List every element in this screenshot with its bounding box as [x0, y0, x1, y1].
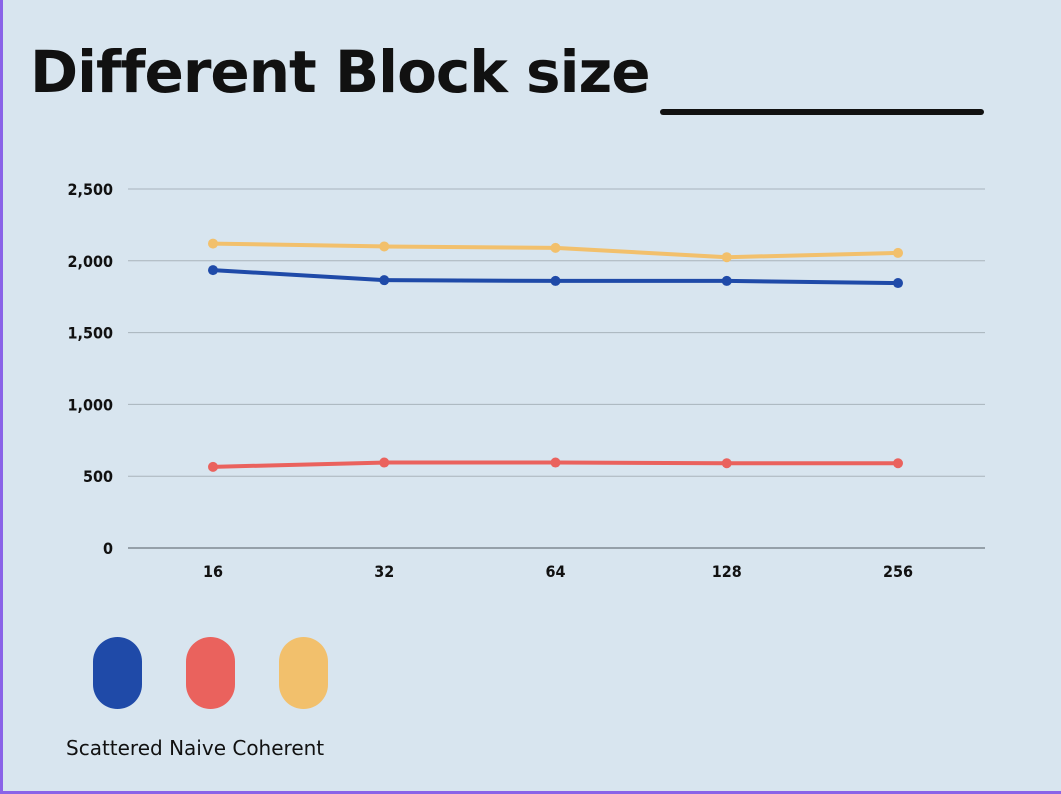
x-tick-label: 64 [545, 562, 565, 581]
chart-gridlines [128, 188, 985, 477]
line-chart: 2,500 2,000 1,500 1,000 500 0 16 32 64 128 256 [67, 180, 985, 581]
y-tick-label: 2,500 [67, 180, 113, 199]
data-point-naive [550, 457, 561, 468]
y-tick-label: 2,000 [67, 252, 113, 271]
chart-axes: 2,500 2,000 1,500 1,000 500 0 16 32 64 128 256 [67, 180, 985, 581]
data-point-scattered [893, 278, 903, 289]
legend-swatch-scattered [93, 637, 142, 709]
legend-label-coherent: Coherent [232, 736, 325, 760]
data-point-naive [893, 458, 903, 469]
data-point-coherent [208, 238, 218, 249]
legend-labels: Scattered Naive Coherent [66, 736, 324, 760]
data-point-scattered [379, 275, 390, 286]
y-tick-label: 0 [103, 539, 113, 558]
legend-label-naive: Naive [169, 736, 226, 760]
title-underline [660, 109, 984, 115]
x-tick-label: 128 [712, 562, 742, 581]
data-point-naive [721, 458, 732, 469]
data-point-coherent [721, 252, 732, 263]
data-point-scattered [550, 275, 561, 286]
y-tick-label: 1,000 [67, 395, 113, 414]
x-tick-label: 16 [203, 562, 223, 581]
legend-label-scattered: Scattered [66, 736, 163, 760]
data-point-scattered [721, 275, 732, 286]
data-point-naive [208, 461, 218, 472]
legend-swatch-coherent [279, 637, 328, 709]
data-point-scattered [208, 265, 218, 276]
legend-swatch-naive [186, 637, 235, 709]
chart-series [208, 238, 903, 472]
data-point-coherent [379, 241, 390, 252]
x-tick-label: 32 [374, 562, 394, 581]
page-title: Different Block size [30, 38, 651, 106]
y-tick-label: 500 [83, 467, 113, 486]
data-point-naive [379, 457, 390, 468]
x-tick-label: 256 [883, 562, 913, 581]
data-point-coherent [550, 242, 561, 253]
data-point-coherent [893, 247, 903, 258]
y-tick-label: 1,500 [67, 324, 113, 343]
